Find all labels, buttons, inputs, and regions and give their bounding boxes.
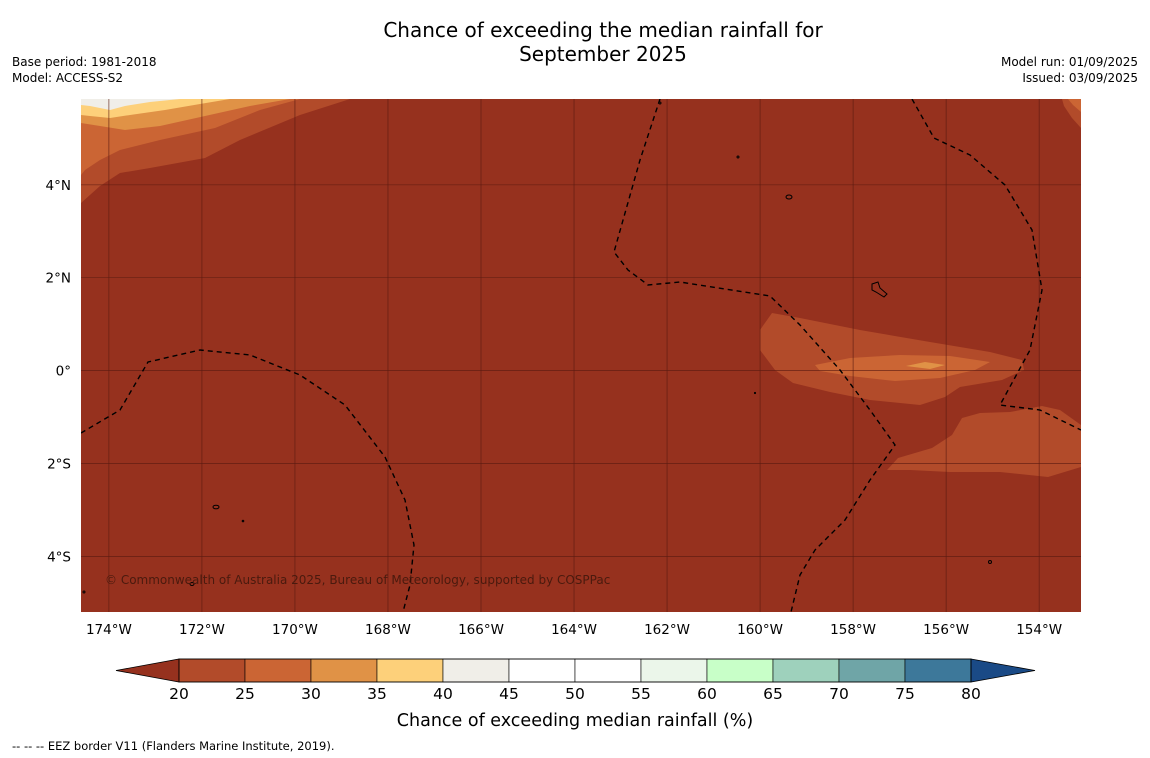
longitude-tick-label: 174°W [86, 622, 132, 638]
colorbar-tick-label: 50 [565, 685, 585, 703]
colorbar-tick-label: 55 [631, 685, 651, 703]
colorbar-segments [178, 658, 972, 683]
model-run-text: Model run: 01/09/2025 [1000, 55, 1138, 69]
colorbar-tick-label: 65 [763, 685, 783, 703]
eez-border-west [81, 349, 415, 612]
colorbar-segment [244, 658, 312, 683]
colorbar-label: Chance of exceeding median rainfall (%) [397, 711, 753, 731]
colorbar-segment [838, 658, 906, 683]
latitude-tick-label: 2°N [46, 271, 71, 287]
colorbar-tick-label: 25 [235, 685, 255, 703]
model-text: Model: ACCESS-S2 [12, 71, 124, 85]
base-period-text: Base period: 1981-2018 [12, 55, 157, 69]
issued-text: Issued: 03/09/2025 [1022, 71, 1138, 85]
map-panel: © Commonwealth of Australia 2025, Bureau… [81, 99, 1081, 612]
colorbar-over-arrow [970, 658, 1036, 683]
colorbar-tick-label: 40 [433, 685, 453, 703]
longitude-tick-label: 172°W [179, 622, 225, 638]
contour-20-25-southeast [887, 406, 1081, 477]
latitude-labels: 4°N 2°N 0° 2°S 4°S [46, 178, 71, 565]
longitude-tick-label: 158°W [830, 622, 876, 638]
longitude-tick-label: 164°W [551, 622, 597, 638]
colorbar-segment [376, 658, 444, 683]
islands [82, 101, 992, 594]
colorbar-tick-label: 35 [367, 685, 387, 703]
colorbar-segment [706, 658, 774, 683]
longitude-tick-label: 162°W [644, 622, 690, 638]
eez-legend-text: -- -- -- EEZ border V11 (Flanders Marine… [12, 739, 335, 753]
colorbar-segment [310, 658, 378, 683]
graticule [81, 99, 1081, 612]
island-marker [988, 560, 992, 564]
colorbar-outline [178, 658, 972, 683]
latitude-tick-label: 4°N [46, 178, 71, 194]
latitude-tick-label: 2°S [47, 456, 71, 472]
contour-40-45-northwest [81, 99, 180, 110]
contour-25-30-northeast [1068, 99, 1081, 112]
colorbar-tick-label: 75 [895, 685, 915, 703]
eez-borders [81, 99, 1081, 612]
colorbar-tick-label: 70 [829, 685, 849, 703]
colorbar-segment [640, 658, 708, 683]
island-marker [212, 504, 220, 510]
latitude-tick-label: 0° [56, 364, 71, 380]
island-marker [871, 281, 888, 298]
map-title: Chance of exceeding the median rainfall … [0, 18, 1150, 66]
colorbar-under-arrow [115, 658, 180, 683]
longitude-tick-label: 154°W [1016, 622, 1062, 638]
colorbar-tick-label: 30 [301, 685, 321, 703]
contour-30-35-equator [906, 362, 945, 369]
title-line-2: September 2025 [519, 42, 687, 66]
colorbar-segment [442, 658, 510, 683]
island-marker [785, 194, 793, 200]
longitude-tick-label: 166°W [458, 622, 504, 638]
meta-left: Base period: 1981-2018 Model: ACCESS-S2 [12, 54, 157, 86]
title-line-1: Chance of exceeding the median rainfall … [383, 18, 823, 42]
colorbar-tick-label: 80 [961, 685, 981, 703]
eez-border-north [613, 99, 896, 612]
copyright-text: © Commonwealth of Australia 2025, Bureau… [105, 573, 610, 587]
longitude-labels: 174°W 172°W 170°W 168°W 166°W 164°W 162°W 160°W… [86, 622, 1062, 638]
latitude-tick-label: 4°S [47, 549, 71, 565]
longitude-tick-label: 168°W [365, 622, 411, 638]
colorbar-tick-label: 60 [697, 685, 717, 703]
colorbar-segment [904, 658, 972, 683]
longitude-tick-label: 160°W [737, 622, 783, 638]
colorbar-tick-label: 20 [169, 685, 189, 703]
colorbar: 20 25 30 35 40 45 50 55 60 65 70 75 80 Chance of exc… [115, 658, 1036, 731]
colorbar-tick-label: 45 [499, 685, 519, 703]
colorbar-tick-labels: 20 25 30 35 40 45 50 55 60 65 70 75 80 [169, 685, 981, 703]
island-marker [753, 391, 757, 395]
island-marker [736, 155, 740, 159]
colorbar-segment [508, 658, 576, 683]
colorbar-segment [772, 658, 840, 683]
longitude-tick-label: 170°W [272, 622, 318, 638]
eez-border-east [911, 99, 1081, 431]
colorbar-segment [574, 658, 642, 683]
island-marker [82, 590, 86, 594]
island-marker [189, 582, 195, 586]
island-marker [241, 519, 245, 523]
meta-right: Model run: 01/09/2025 Issued: 03/09/2025 [1001, 54, 1138, 86]
island-marker [658, 101, 662, 105]
longitude-tick-label: 156°W [923, 622, 969, 638]
colorbar-segment [178, 658, 246, 683]
rainfall-contours: © Commonwealth of Australia 2025, Bureau… [81, 99, 1081, 612]
